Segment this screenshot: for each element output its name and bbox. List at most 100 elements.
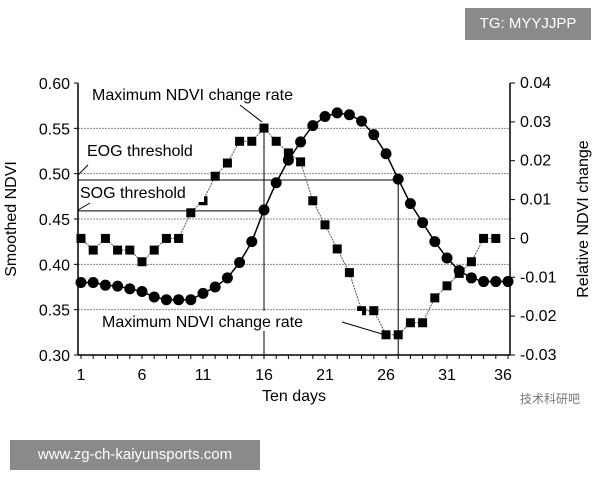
x-axis-label: Ten days bbox=[262, 388, 326, 405]
y-tick-label: 0.60 bbox=[39, 76, 70, 93]
ndvi-point bbox=[87, 276, 99, 288]
ndvi-point bbox=[99, 279, 111, 291]
x-tick-label: 21 bbox=[316, 367, 334, 384]
change-rate-point bbox=[320, 220, 330, 230]
ndvi-point bbox=[356, 115, 368, 127]
ndvi-point bbox=[404, 198, 416, 210]
change-rate-point bbox=[186, 208, 196, 218]
watermark-bottom: www.zg-ch-kaiyunsports.com bbox=[10, 440, 260, 470]
change-rate-point bbox=[381, 330, 391, 340]
ndvi-point bbox=[478, 276, 490, 288]
change-rate-point bbox=[442, 281, 452, 291]
ndvi-point bbox=[429, 236, 441, 248]
change-rate-point bbox=[405, 318, 415, 328]
ndvi-point bbox=[112, 280, 124, 292]
change-rate-point bbox=[466, 257, 476, 267]
change-rate-point bbox=[430, 293, 440, 303]
change-rate-point bbox=[222, 158, 232, 168]
ndvi-point bbox=[295, 136, 307, 148]
x-tick-label: 1 bbox=[77, 367, 86, 384]
ndvi-point bbox=[368, 129, 380, 141]
ndvi-point bbox=[343, 109, 355, 121]
eog-threshold-label: EOG threshold bbox=[87, 143, 193, 160]
y2-tick-label: 0.01 bbox=[520, 192, 551, 209]
change-rate-point bbox=[308, 196, 318, 206]
ndvi-point bbox=[136, 286, 148, 298]
y2-tick-label: 0 bbox=[520, 230, 529, 247]
change-rate-point bbox=[479, 233, 489, 243]
ndvi-point bbox=[453, 265, 465, 277]
change-rate-point bbox=[100, 233, 110, 243]
change-rate-point bbox=[161, 233, 171, 243]
change-rate-point bbox=[235, 136, 245, 146]
sog-pointer bbox=[77, 202, 91, 211]
change-rate-point bbox=[247, 136, 257, 146]
ndvi-point bbox=[319, 111, 331, 123]
change-rate-point bbox=[76, 233, 86, 243]
y2-tick-label: -0.03 bbox=[520, 347, 557, 364]
ndvi-point bbox=[246, 236, 258, 248]
y2-tick-label: 0.02 bbox=[520, 153, 551, 170]
change-rate-point bbox=[259, 123, 269, 133]
annotation-max-rate-bottom: Maximum NDVI change rate bbox=[102, 314, 303, 331]
ndvi-point bbox=[209, 281, 221, 293]
change-rate-point bbox=[491, 233, 501, 243]
ndvi-point bbox=[441, 252, 453, 264]
label-bg bbox=[81, 140, 211, 160]
ndvi-point bbox=[173, 294, 185, 306]
watermark-top: TG: MYYJJPP bbox=[465, 8, 591, 40]
ndvi-point bbox=[221, 272, 233, 284]
ndvi-point bbox=[392, 173, 404, 185]
ndvi-point bbox=[490, 276, 502, 288]
change-rate-point bbox=[393, 330, 403, 340]
y2-tick-label: 0.03 bbox=[520, 114, 551, 131]
ndvi-point bbox=[417, 217, 429, 229]
ndvi-point bbox=[380, 148, 392, 160]
x-tick-label: 6 bbox=[138, 367, 147, 384]
change-rate-point bbox=[174, 233, 184, 243]
change-rate-point bbox=[296, 157, 306, 167]
y2-tick-label: -0.01 bbox=[520, 269, 557, 286]
ndvi-point bbox=[465, 272, 477, 284]
watermark-logo: 技术科研吧 bbox=[520, 392, 581, 406]
ndvi-point bbox=[185, 294, 197, 306]
change-rate-point bbox=[344, 268, 354, 278]
ndvi-point bbox=[197, 287, 209, 299]
y-tick-label: 0.45 bbox=[39, 212, 70, 229]
y-tick-label: 0.40 bbox=[39, 257, 70, 274]
annotation-pointer bbox=[239, 104, 263, 123]
y-axis-label: Smoothed NDVI bbox=[3, 161, 20, 277]
ndvi-point bbox=[270, 177, 282, 189]
ndvi-point bbox=[307, 120, 319, 132]
y2-axis-label: Relative NDVI change bbox=[575, 140, 592, 298]
eog-pointer bbox=[77, 164, 89, 176]
change-rate-point bbox=[149, 245, 159, 255]
y-tick-label: 0.55 bbox=[39, 121, 70, 138]
x-tick-label: 31 bbox=[438, 367, 456, 384]
change-rate-point bbox=[271, 136, 281, 146]
ndvi-point bbox=[502, 276, 514, 288]
label-bg bbox=[100, 311, 362, 331]
change-rate-point bbox=[332, 244, 342, 254]
ndvi-point bbox=[75, 276, 87, 288]
x-tick-label: 26 bbox=[377, 367, 395, 384]
x-tick-label: 11 bbox=[195, 367, 212, 384]
y-tick-label: 0.50 bbox=[39, 167, 70, 184]
change-rate-point bbox=[418, 318, 428, 328]
ndvi-point bbox=[331, 107, 343, 119]
change-rate-point bbox=[210, 171, 220, 181]
ndvi-point bbox=[124, 283, 136, 295]
ndvi-point bbox=[258, 204, 270, 216]
y2-tick-label: -0.02 bbox=[520, 308, 557, 325]
change-rate-point bbox=[125, 245, 135, 255]
change-rate-point bbox=[137, 257, 147, 267]
annotation-pointer bbox=[341, 321, 383, 335]
ndvi-point bbox=[148, 291, 160, 303]
change-rate-point bbox=[357, 306, 367, 316]
change-rate-point bbox=[113, 245, 123, 255]
change-rate-point bbox=[369, 306, 379, 316]
annotation-max-rate-top: Maximum NDVI change rate bbox=[92, 87, 293, 104]
y-tick-label: 0.35 bbox=[39, 303, 70, 320]
y2-tick-label: 0.04 bbox=[520, 75, 551, 92]
